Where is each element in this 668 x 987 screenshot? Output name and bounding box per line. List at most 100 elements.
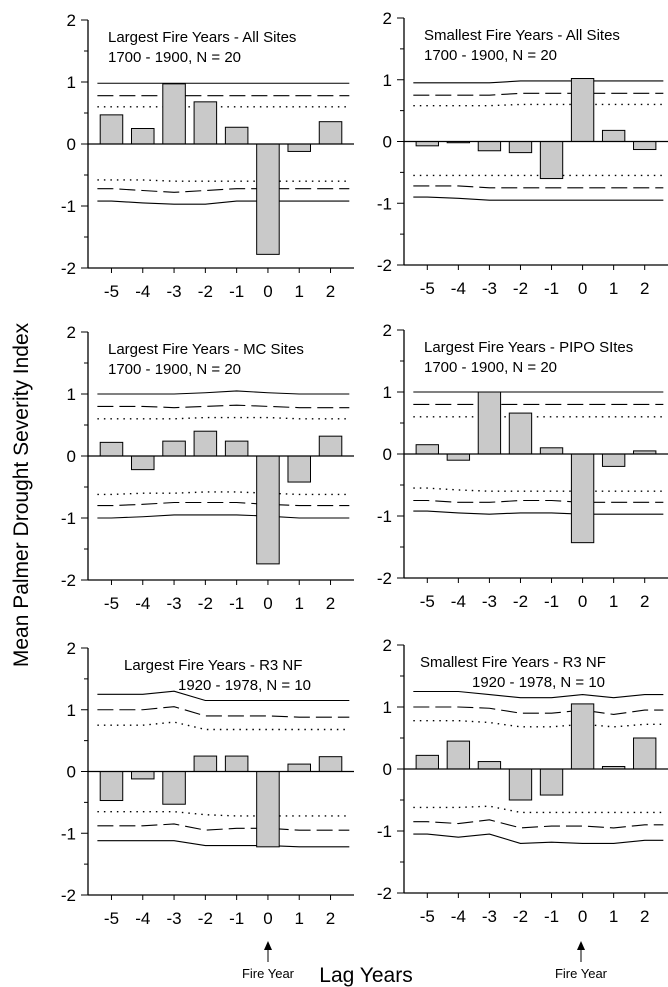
bar (99, 114, 124, 145)
x-tick-label: -2 (513, 907, 528, 926)
band-dotted-upper (413, 719, 664, 728)
y-tick-label: 2 (383, 9, 392, 28)
band-dotted-lower (413, 487, 664, 492)
bar (415, 444, 439, 455)
bar (193, 101, 218, 145)
band-solid-upper (413, 690, 664, 699)
x-tick-label: -5 (104, 282, 119, 301)
bar (539, 141, 564, 180)
bar (508, 141, 533, 154)
panel-title: Largest Fire Years - All Sites (108, 29, 296, 46)
panel-title: Largest Fire Years - MC Sites (108, 341, 304, 358)
x-tick-label: -4 (451, 907, 466, 926)
y-tick-label: -1 (377, 507, 392, 526)
panel-6: 2 1 0 -1 -2 -5 -4 -3 -2 -1 0 1 2 Smallest Fire Years … (377, 636, 668, 926)
bar (130, 771, 155, 780)
y-tick-label: -1 (61, 509, 76, 528)
x-tick-label: 1 (609, 907, 618, 926)
x-tick-label: 2 (640, 907, 649, 926)
bar (539, 447, 564, 455)
x-tick-label: -3 (482, 907, 497, 926)
bar (256, 455, 280, 565)
x-tick-label: 2 (326, 594, 335, 613)
y-tick-label: -1 (377, 822, 392, 841)
x-tick-label: 1 (609, 279, 618, 298)
band-dotted-lower (413, 805, 664, 814)
y-tick-label: 0 (383, 760, 392, 779)
x-tick-label: 0 (263, 282, 272, 301)
band-dotted-lower (97, 491, 350, 496)
panel-subtitle: 1700 - 1900, N = 20 (108, 49, 241, 66)
band-dashed-lower (413, 185, 664, 189)
x-tick-label: -3 (482, 592, 497, 611)
band-dashed-lower (97, 501, 350, 507)
band-solid-lower (413, 510, 664, 515)
band-dashed-lower (97, 823, 350, 831)
x-axis-label: Lag Years (319, 964, 412, 987)
panel-5: 2 1 0 -1 -2 -5 -4 -3 -2 -1 0 1 2 Largest Fire Years -… (61, 639, 354, 928)
y-tick-label: 2 (67, 11, 76, 30)
band-solid-lower (413, 196, 664, 201)
panel-3: 2 1 0 -1 -2 -5 -4 -3 -2 -1 0 1 2 Largest Fire Years -… (61, 323, 354, 613)
y-tick-label: 1 (67, 73, 76, 92)
y-tick-label: 1 (67, 385, 76, 404)
bar (287, 455, 312, 483)
band-dashed-upper (97, 404, 350, 409)
x-tick-label: -2 (198, 909, 213, 928)
y-tick-label: 2 (383, 636, 392, 655)
band-dashed-lower (413, 819, 664, 829)
x-tick-label: -1 (544, 592, 559, 611)
panel-title: Largest Fire Years - PIPO SItes (424, 339, 633, 356)
bar (318, 121, 343, 145)
panel-subtitle: 1700 - 1900, N = 20 (424, 359, 557, 376)
bar (193, 755, 218, 772)
band-dashed-lower (97, 188, 350, 193)
bar (633, 141, 657, 151)
y-tick-label: 0 (67, 763, 76, 782)
bar (508, 768, 533, 801)
x-tick-label: 1 (295, 594, 304, 613)
x-tick-label: -1 (229, 909, 244, 928)
x-tick-label: -2 (513, 279, 528, 298)
x-tick-label: -1 (544, 907, 559, 926)
y-axis-label: Mean Palmer Drought Severity Index (10, 322, 33, 667)
x-tick-label: 0 (578, 279, 587, 298)
bar (193, 430, 218, 457)
x-tick-label: -4 (451, 592, 466, 611)
band-solid-lower (97, 840, 350, 848)
x-tick-label: -1 (544, 279, 559, 298)
x-tick-label: -5 (104, 909, 119, 928)
bar (130, 455, 155, 471)
bar (446, 453, 471, 461)
band-dashed-upper (413, 92, 664, 96)
x-tick-label: 1 (295, 282, 304, 301)
y-tick-label: 1 (383, 71, 392, 90)
band-solid-lower (413, 833, 664, 844)
y-tick-label: -1 (61, 197, 76, 216)
bar (130, 128, 155, 145)
bar (287, 143, 312, 152)
x-tick-label: -4 (135, 594, 150, 613)
bar (446, 740, 471, 770)
band-dashed-upper (413, 706, 664, 715)
bar (224, 440, 249, 457)
fire-year-label-right: Fire Year (555, 966, 608, 981)
x-tick-label: -3 (482, 279, 497, 298)
bar (570, 453, 595, 544)
y-tick-label: 2 (67, 639, 76, 658)
x-tick-label: 2 (326, 282, 335, 301)
bar (415, 754, 439, 770)
bar (539, 768, 564, 796)
y-tick-label: -2 (61, 886, 76, 905)
band-solid-upper (413, 80, 664, 84)
panel-title: Smallest Fire Years - R3 NF (420, 654, 606, 671)
band-dashed-upper (97, 706, 350, 718)
x-tick-label: -2 (513, 592, 528, 611)
fire-year-marker-left: Fire Year (242, 941, 295, 981)
y-tick-label: 0 (383, 133, 392, 152)
bar (256, 771, 280, 848)
x-tick-label: -5 (420, 279, 435, 298)
x-tick-label: -5 (420, 592, 435, 611)
bar (162, 83, 186, 145)
